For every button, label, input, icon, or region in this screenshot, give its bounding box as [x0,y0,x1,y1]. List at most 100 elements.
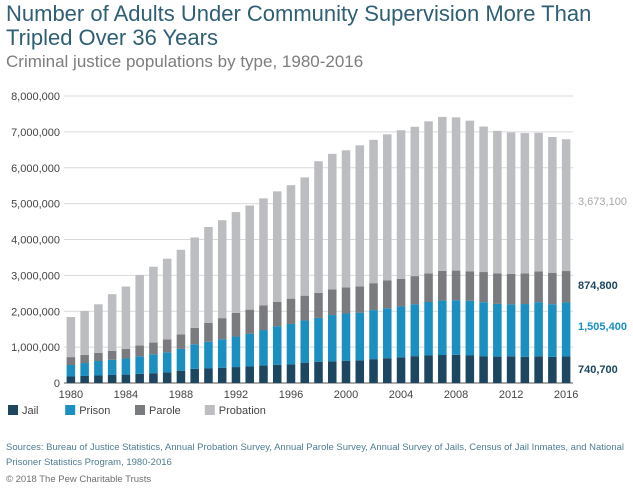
bar-prison [396,306,406,358]
y-tick-label: 7,000,000 [11,127,60,139]
bar-parole [479,272,488,303]
y-tick-label: 0 [54,378,60,390]
bar-parole [121,348,131,359]
bar-parole [548,272,557,305]
bar-prison [506,304,516,357]
x-tick-label: 1996 [279,389,303,401]
y-tick-label: 6,000,000 [11,163,60,175]
legend-swatch-prison [65,405,76,415]
bar-prison [424,301,433,356]
bar-jail [217,367,227,383]
bar-jail [438,355,447,383]
bar-probation [190,237,199,328]
x-tick-label: 1988 [169,389,193,401]
bar-probation [231,212,241,313]
bar-prison [300,320,310,363]
bar-jail [396,357,406,383]
bar-probation [561,139,571,272]
bar-probation [383,134,392,281]
bar-probation [341,150,351,288]
bar-jail [327,361,337,383]
bar-prison [520,304,530,357]
bar-jail [66,376,76,383]
bar-jail [520,356,530,383]
bar-parole [80,354,89,364]
bar-probation [66,316,76,358]
bar-parole [438,270,447,301]
bar-probation [493,130,502,274]
bar-parole [534,271,543,303]
bar-probation [465,120,475,272]
bar-jail [506,356,516,383]
chart-title: Number of Adults Under Community Supervi… [6,1,592,50]
bar-parole [231,312,241,337]
bar-parole [94,352,103,362]
bar-probation [424,121,433,274]
bar-jail [493,356,502,383]
bar-jail [451,354,461,383]
bar-parole [520,273,530,305]
bar-parole [107,350,117,360]
bar-jail [314,361,323,383]
bar-parole [259,305,268,331]
bar-jail [162,372,172,383]
bar-jail [465,355,475,383]
x-tick-label: 2016 [554,389,578,401]
bar-parole [341,287,351,314]
bar-parole [506,273,516,305]
bar-parole [66,357,76,365]
bar-prison [149,354,158,374]
bar-prison [204,341,213,369]
bar-jail [259,365,268,383]
bar-prison [121,358,131,375]
bar-probation [479,126,488,273]
bar-probation [534,132,543,272]
bar-prison [314,317,323,362]
bar-prison [66,364,76,377]
bar-jail [121,374,131,383]
bar-prison [327,315,337,362]
y-tick-label: 5,000,000 [11,199,60,211]
bar-prison [190,344,199,369]
bar-probation [438,116,447,271]
bar-jail [286,364,296,383]
bar-probation [272,191,282,302]
bar-prison [369,310,378,360]
bar-parole [149,342,158,355]
bar-jail [149,373,158,383]
bar-probation [94,304,103,353]
legend-swatch-probation [204,405,215,415]
bar-parole [493,273,502,304]
bar-jail [534,356,543,383]
bar-parole [369,283,378,311]
legend-swatch-parole [135,405,145,415]
bar-jail [204,368,213,383]
bar-prison [451,300,461,355]
end-label-jail: 740,700 [578,364,618,376]
legend-label-jail: Jail [22,405,39,417]
bar-prison [493,303,502,357]
bar-parole [465,271,475,301]
bar-jail [80,375,89,383]
bar-probation [286,185,296,299]
bar-probation [396,130,406,279]
bar-prison [135,356,144,374]
bar-jail [341,360,351,383]
bar-prison [383,308,392,359]
bar-parole [204,322,213,342]
bar-probation [548,137,557,273]
bar-jail [176,370,186,383]
bar-probation [300,177,310,296]
end-label-probation: 3,673,100 [578,196,627,208]
bar-parole [286,298,296,324]
bar-probation [162,258,172,340]
stacked-bar-chart: 0 1,000,000 2,000,000 3,000,000 4,000,000 5,0… [8,91,627,417]
bar-jail [190,368,199,383]
bar-prison [355,312,365,361]
bar-parole [314,292,323,318]
bar-prison [245,333,254,367]
bar-jail [383,358,392,383]
bar-probation [135,274,144,346]
y-tick-label: 4,000,000 [11,235,60,247]
end-label-parole: 874,800 [578,280,618,292]
